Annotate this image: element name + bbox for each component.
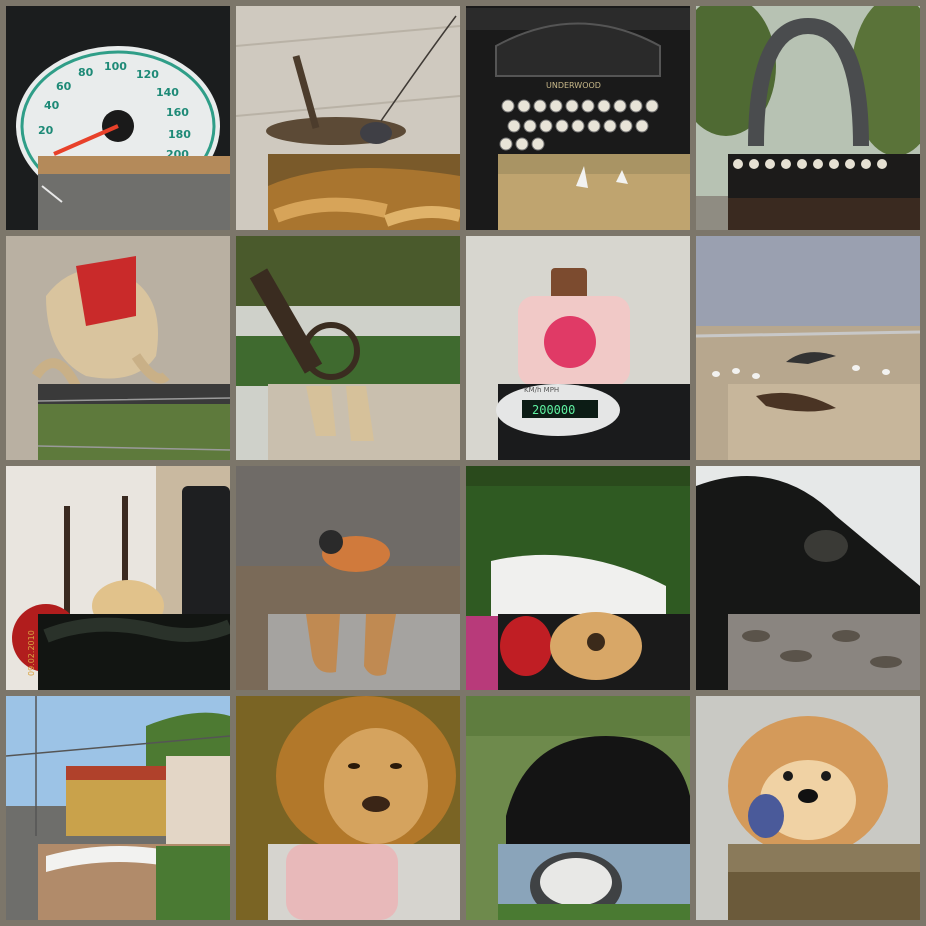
tile-guitars: 09.02.2010 [6,466,230,690]
speed-label: 180 [168,128,191,141]
tile-bench [466,466,690,690]
date-stamp: 09.02.2010 [27,630,36,676]
tile-finch [236,466,460,690]
tile-typewriter: UNDERWOOD [466,6,690,230]
tile-cannon [236,236,460,460]
speed-label: 80 [78,66,94,79]
tile-sculpture [696,6,920,230]
tile-chow [696,696,920,920]
tile-gibbon [696,466,920,690]
tile-birds [696,236,920,460]
tile-dog-coat [6,236,230,460]
tile-grasshopper [236,6,460,230]
odometer-value: 200000 [532,403,575,417]
speed-label: 140 [156,86,179,99]
tile-lion [236,696,460,920]
tile-speedometer: 20 40 60 80 100 120 140 160 180 200 [6,6,230,230]
odometer-units: KM/h MPH [524,386,559,394]
speed-label: 60 [56,80,72,93]
speed-label: 20 [38,124,54,137]
speed-label: 40 [44,99,60,112]
speed-label: 100 [104,60,127,73]
typewriter-brand: UNDERWOOD [546,81,601,90]
tile-bear [466,696,690,920]
tile-tram [6,696,230,920]
speed-label: 160 [166,106,189,119]
speed-label: 120 [136,68,159,81]
tile-lotion: KM/h MPH 200000 [466,236,690,460]
